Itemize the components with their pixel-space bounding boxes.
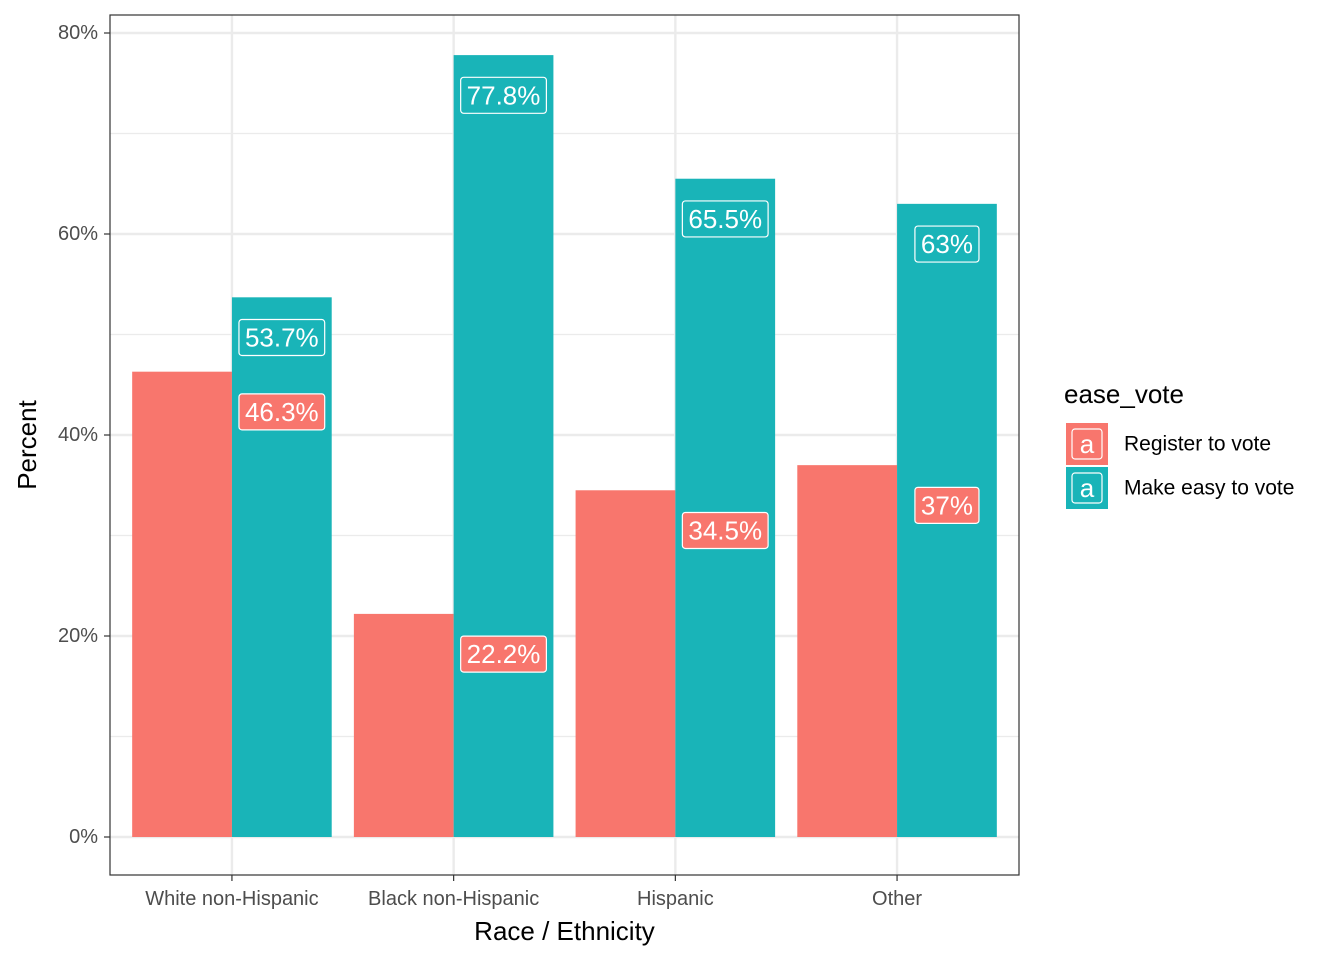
bar-register-to-vote (132, 371, 232, 837)
data-label-text: 77.8% (467, 80, 541, 110)
data-label: 65.5% (681, 200, 769, 238)
y-tick-label: 20% (58, 625, 98, 647)
data-label: 22.2% (460, 635, 547, 673)
legend: ease_vote a Register to vote a Make easy to… (1064, 379, 1294, 509)
data-label-box (238, 318, 326, 357)
x-tick-label: Other (872, 888, 922, 910)
data-label: 37% (914, 486, 980, 524)
data-label-text: 22.2% (467, 639, 541, 669)
data-labels: 46.3% 22.2% 34.5% 37% 53.7% 77.8% 65.5% 63% (238, 76, 980, 673)
bar-make-easy-to-vote (231, 297, 332, 837)
y-tick-label: 0% (69, 826, 98, 848)
y-tick-label: 60% (58, 223, 98, 245)
legend-title: ease_vote (1064, 379, 1184, 409)
legend-label: Register to vote (1124, 433, 1271, 456)
data-label: 77.8% (460, 76, 547, 114)
legend-key-box (1071, 428, 1103, 460)
y-axis-title: Percent (12, 399, 42, 489)
data-label-box (681, 200, 769, 238)
data-label-box (914, 486, 980, 524)
data-label: 63% (914, 225, 980, 263)
panel-border (109, 14, 1020, 876)
bar-make-easy-to-vote (675, 178, 776, 838)
legend-item: a Register to vote (1066, 423, 1271, 465)
data-label-text: 37% (921, 490, 973, 520)
bar-register-to-vote (353, 613, 454, 837)
y-tick-label: 40% (58, 424, 98, 446)
bar-make-easy-to-vote (453, 55, 554, 838)
data-label-box (681, 511, 769, 550)
data-label-text: 65.5% (688, 204, 762, 234)
y-axis: 0% 20% 40% 60% 80% (58, 22, 110, 848)
data-label: 46.3% (238, 393, 326, 431)
data-label-text: 63% (921, 229, 973, 259)
data-label-box (238, 393, 326, 431)
data-label-box (460, 635, 547, 673)
data-label-text: 53.7% (245, 323, 319, 353)
data-label-box (914, 225, 980, 263)
data-label-box (460, 76, 547, 114)
x-tick-label: Hispanic (637, 888, 714, 910)
legend-item: a Make easy to vote (1066, 467, 1294, 509)
legend-key-box (1071, 472, 1103, 504)
y-tick-label: 80% (58, 22, 98, 44)
x-axis: White non-Hispanic Black non-Hispanic Hisp… (145, 875, 922, 910)
data-label: 53.7% (238, 318, 326, 357)
legend-key-glyph: a (1080, 473, 1095, 503)
x-tick-label: White non-Hispanic (145, 888, 318, 910)
legend-key-glyph: a (1080, 429, 1095, 459)
legend-label: Make easy to vote (1124, 477, 1294, 500)
data-label-text: 46.3% (245, 397, 319, 427)
x-tick-label: Black non-Hispanic (368, 888, 539, 910)
bar-register-to-vote (575, 490, 676, 837)
data-label: 34.5% (681, 511, 769, 550)
data-label-text: 34.5% (688, 515, 762, 545)
bar-register-to-vote (797, 465, 898, 837)
bars (132, 55, 997, 838)
x-axis-title: Race / Ethnicity (474, 916, 655, 946)
